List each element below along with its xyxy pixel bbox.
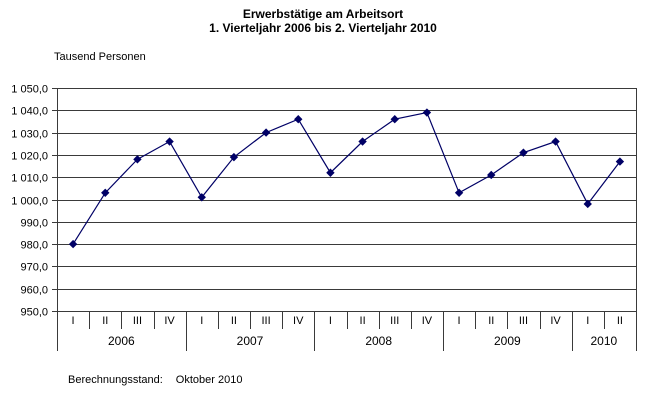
data-point bbox=[229, 152, 239, 162]
data-point bbox=[133, 155, 142, 164]
y-tick-label: 1 020,0 bbox=[11, 151, 48, 163]
y-tick-label: 980,0 bbox=[20, 240, 48, 252]
y-tick-label: 950,0 bbox=[20, 307, 48, 319]
quarter-label: III bbox=[261, 315, 270, 327]
data-point bbox=[454, 188, 464, 198]
chart-title-block: Erwerbstätige am Arbeitsort 1. Viertelja… bbox=[0, 7, 646, 35]
data-point bbox=[261, 128, 271, 137]
quarter-label: II bbox=[617, 315, 623, 327]
quarter-label: I bbox=[200, 315, 203, 327]
data-line bbox=[72, 111, 621, 245]
footer-note: Berechnungsstand: Oktober 2010 bbox=[68, 374, 242, 386]
quarter-label: III bbox=[390, 315, 399, 327]
year-label: 2006 bbox=[108, 334, 135, 348]
data-point bbox=[519, 148, 528, 157]
data-point bbox=[358, 137, 367, 146]
data-point bbox=[326, 168, 335, 177]
data-point bbox=[422, 108, 432, 117]
data-point bbox=[294, 115, 303, 124]
quarter-label: II bbox=[231, 315, 237, 327]
quarter-label: I bbox=[458, 315, 461, 327]
data-point bbox=[551, 137, 560, 146]
quarter-label: II bbox=[102, 315, 108, 327]
year-label: 2008 bbox=[365, 334, 392, 348]
y-tick-label: 1 050,0 bbox=[11, 84, 48, 96]
y-tick-label: 1 040,0 bbox=[11, 106, 48, 118]
footer-value: Oktober 2010 bbox=[175, 374, 243, 386]
quarter-label: IV bbox=[422, 315, 433, 327]
quarter-label: I bbox=[329, 315, 332, 327]
footer-label: Berechnungsstand: bbox=[68, 374, 163, 386]
y-tick-label: 960,0 bbox=[20, 285, 48, 297]
data-point bbox=[390, 115, 399, 124]
quarter-label: IV bbox=[293, 315, 304, 327]
y-tick-label: 990,0 bbox=[20, 218, 48, 230]
y-axis-unit-label: Tausend Personen bbox=[54, 51, 146, 63]
year-label: 2010 bbox=[590, 334, 617, 348]
quarter-label: II bbox=[360, 315, 366, 327]
quarter-label: IV bbox=[550, 315, 561, 327]
data-point bbox=[68, 239, 78, 249]
quarter-label: III bbox=[133, 315, 142, 327]
y-tick-label: 1 030,0 bbox=[11, 129, 48, 141]
quarter-label: IV bbox=[164, 315, 175, 327]
quarter-label: I bbox=[72, 315, 75, 327]
data-point bbox=[487, 170, 496, 180]
chart-title: Erwerbstätige am Arbeitsort bbox=[242, 7, 404, 21]
year-label: 2007 bbox=[237, 334, 264, 348]
quarter-label: II bbox=[488, 315, 494, 327]
year-label: 2009 bbox=[494, 334, 521, 348]
quarter-label: III bbox=[519, 315, 528, 327]
data-point bbox=[583, 199, 592, 209]
y-tick-label: 970,0 bbox=[20, 262, 48, 274]
chart-subtitle: 1. Vierteljahr 2006 bis 2. Vierteljahr 2… bbox=[209, 21, 437, 35]
data-point bbox=[101, 188, 110, 198]
quarter-label: I bbox=[586, 315, 589, 327]
y-tick-label: 1 010,0 bbox=[11, 173, 48, 185]
y-tick-label: 1 000,0 bbox=[11, 196, 48, 208]
data-point bbox=[615, 157, 625, 166]
data-point bbox=[197, 193, 206, 202]
data-point bbox=[165, 137, 174, 146]
